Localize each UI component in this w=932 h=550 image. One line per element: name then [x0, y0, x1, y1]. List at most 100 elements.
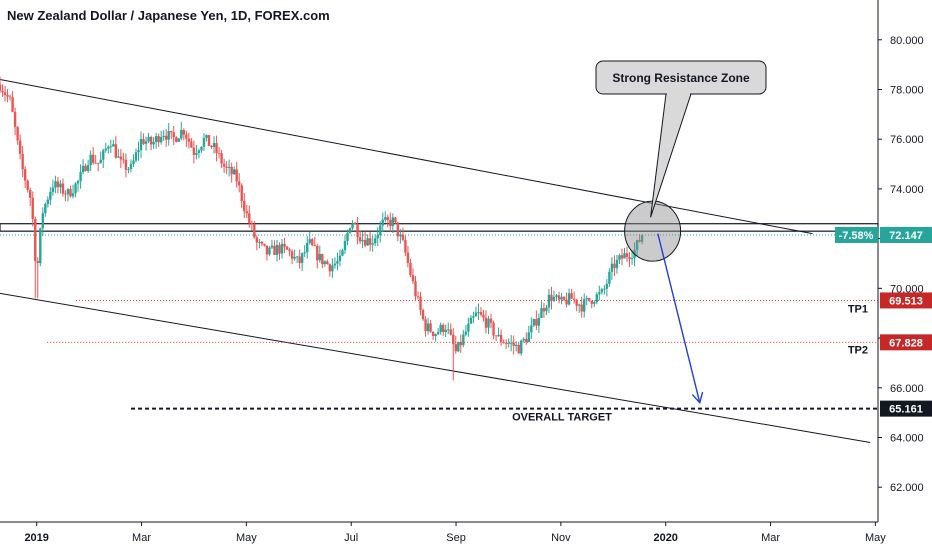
candle — [487, 316, 490, 335]
candle-body — [386, 217, 389, 220]
candle — [499, 329, 503, 346]
candle — [605, 279, 609, 297]
candle — [152, 137, 155, 149]
candle — [84, 163, 87, 172]
x-tick-label: Mar — [132, 532, 151, 544]
candle-body — [321, 253, 324, 265]
candle — [459, 334, 463, 353]
candle-body — [84, 165, 87, 171]
candle-body — [547, 294, 551, 308]
candle-body — [527, 332, 531, 343]
candle-body — [469, 317, 473, 324]
candle-body — [230, 166, 233, 175]
channel-upper-line — [0, 79, 813, 235]
candle — [21, 145, 24, 178]
candle — [560, 293, 563, 305]
candle — [16, 125, 19, 145]
candle-body — [572, 298, 576, 300]
candle-body — [215, 143, 218, 154]
candle — [205, 134, 208, 142]
candle — [479, 307, 483, 317]
candle — [34, 216, 37, 299]
candle-body — [49, 191, 52, 200]
candle — [250, 220, 254, 231]
candle-body — [421, 309, 425, 320]
candle-body — [200, 146, 203, 151]
x-tick-label: Sep — [446, 532, 466, 544]
candle — [283, 237, 286, 254]
candle — [164, 129, 168, 147]
candle — [159, 130, 163, 145]
candle — [56, 176, 60, 194]
candle — [217, 147, 221, 159]
candle — [472, 311, 475, 324]
candle-body — [613, 263, 616, 269]
candle — [341, 248, 344, 257]
candle — [104, 142, 107, 153]
candle-body — [122, 159, 125, 161]
candle — [227, 159, 231, 177]
candle-body — [638, 240, 641, 242]
candle — [610, 257, 614, 280]
candle — [482, 309, 485, 322]
candle-body — [462, 334, 465, 346]
candle-body — [306, 242, 309, 253]
candle-body — [195, 153, 198, 155]
candle — [530, 317, 533, 340]
candle-body — [180, 129, 183, 139]
candle — [265, 245, 269, 261]
candle — [29, 187, 32, 206]
y-tick-label: 70.000 — [890, 283, 924, 295]
candle — [97, 162, 100, 172]
candle — [235, 161, 238, 188]
candle — [376, 227, 379, 246]
candle-body — [250, 222, 254, 225]
candle-body — [94, 162, 97, 164]
candle-body — [300, 253, 304, 263]
candle — [517, 342, 520, 354]
y-tick-label: 62.000 — [890, 482, 924, 494]
candle-body — [590, 300, 593, 304]
candle-body — [69, 189, 72, 197]
candle — [509, 334, 513, 352]
price-change-tag — [835, 226, 878, 243]
candle — [401, 227, 405, 242]
candle-body — [207, 135, 211, 146]
candle — [391, 213, 395, 234]
candle-body — [260, 241, 264, 244]
candle-body — [537, 317, 541, 326]
candle — [260, 240, 264, 247]
candle-body — [351, 223, 354, 229]
candle-body — [162, 135, 165, 138]
candle-body — [6, 94, 9, 97]
candle-body — [137, 150, 140, 153]
candle-body — [225, 166, 228, 168]
candle — [404, 235, 407, 256]
candle — [386, 214, 389, 228]
candle-body — [76, 180, 80, 184]
candle — [429, 319, 432, 333]
candle-body — [552, 296, 556, 301]
y-tick-label: 78.000 — [890, 84, 924, 96]
candle-body — [54, 181, 57, 188]
candle-body — [618, 255, 621, 260]
candle — [248, 205, 251, 228]
candle — [328, 263, 332, 277]
candle-body — [562, 296, 566, 300]
candle — [232, 166, 236, 175]
candle — [575, 299, 578, 312]
candle — [18, 134, 22, 160]
candle — [202, 133, 206, 152]
candle — [39, 227, 42, 267]
candle — [71, 184, 75, 199]
candle — [590, 300, 593, 309]
candle-body — [482, 314, 485, 318]
candle-body — [0, 84, 2, 91]
y-tick-label: 76.000 — [890, 134, 924, 146]
candle-body — [615, 259, 619, 269]
candle — [598, 285, 601, 301]
candle — [313, 236, 316, 247]
candle-body — [487, 318, 490, 328]
candle-body — [555, 295, 558, 297]
candle-body — [525, 339, 528, 343]
